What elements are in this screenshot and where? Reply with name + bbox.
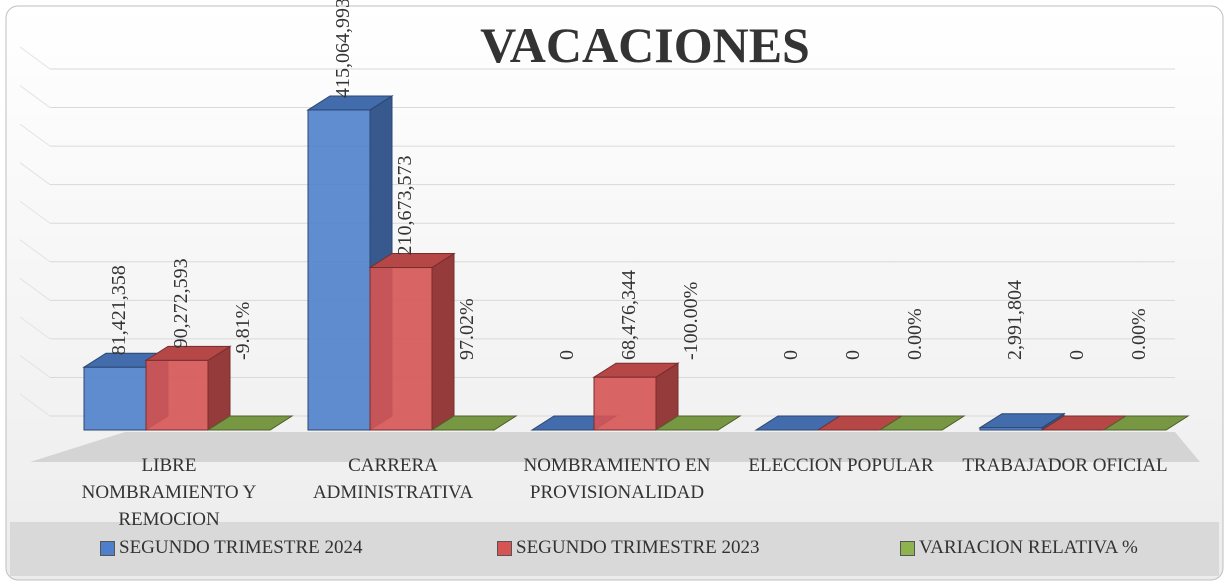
bar: [145, 359, 209, 431]
grid-line-side: [19, 355, 51, 378]
grid-line-side: [19, 393, 51, 417]
x-tick-label: LIBRE NOMBRAMIENTO Y REMOCION: [81, 455, 257, 530]
x-tick-label: TRABAJADOR OFICIAL: [962, 455, 1168, 476]
legend-entry: SEGUNDO TRIMESTRE 2023: [497, 536, 877, 560]
legend-label: SEGUNDO TRIMESTRE 2024: [119, 537, 363, 558]
data-label: 415,064,993: [332, 0, 354, 98]
grid-line-side: [19, 46, 51, 70]
bar: [307, 109, 371, 431]
floor: [30, 432, 1200, 462]
grid-line-side: [19, 277, 51, 301]
legend-entry: VARIACION RELATIVA %: [900, 536, 1170, 560]
data-label: 81,421,358: [108, 265, 130, 355]
data-label: 0: [1066, 350, 1088, 360]
data-label: 68,476,344: [618, 270, 640, 360]
legend-label: VARIACION RELATIVA %: [919, 537, 1138, 558]
data-label: 0: [556, 350, 578, 360]
legend-label: SEGUNDO TRIMESTRE 2023: [516, 537, 760, 558]
data-label: 2,991,804: [1004, 280, 1026, 360]
data-label: -9.81%: [232, 302, 254, 360]
data-label: 97.02%: [456, 298, 478, 360]
grid-line-side: [19, 162, 51, 186]
data-label: 0.00%: [1128, 308, 1150, 360]
bar: [979, 427, 1043, 431]
data-label: 0.00%: [904, 308, 926, 360]
chart-title: VACACIONES: [480, 17, 810, 73]
legend-swatch: [100, 541, 115, 556]
bar-top: [1102, 415, 1190, 431]
legend-band: [10, 522, 1219, 576]
bar-side: [431, 252, 455, 431]
bar: [369, 267, 433, 431]
legend-entry: SEGUNDO TRIMESTRE 2024: [100, 536, 480, 560]
data-label: 0: [780, 350, 802, 360]
bar-top: [878, 415, 966, 431]
bar: [593, 376, 657, 431]
legend-swatch: [497, 541, 512, 556]
x-tick-label: NOMBRAMIENTO EN PROVISIONALIDAD: [523, 455, 711, 503]
bar: [83, 366, 147, 431]
grid-line-side: [19, 200, 51, 224]
data-label: 90,272,593: [170, 258, 192, 348]
legend-swatch: [900, 541, 915, 556]
data-label: 210,673,573: [394, 156, 416, 256]
grid-line-side: [19, 316, 51, 340]
grid-line-side: [19, 123, 51, 147]
grid-line-side: [19, 85, 51, 108]
data-label: -100.00%: [680, 282, 702, 360]
grid-line-side: [19, 239, 51, 263]
x-tick-label: ELECCION POPULAR: [748, 455, 934, 476]
bar-side: [207, 345, 231, 431]
data-label: 0: [842, 350, 864, 360]
x-tick-label: CARRERA ADMINISTRATIVA: [312, 455, 474, 503]
